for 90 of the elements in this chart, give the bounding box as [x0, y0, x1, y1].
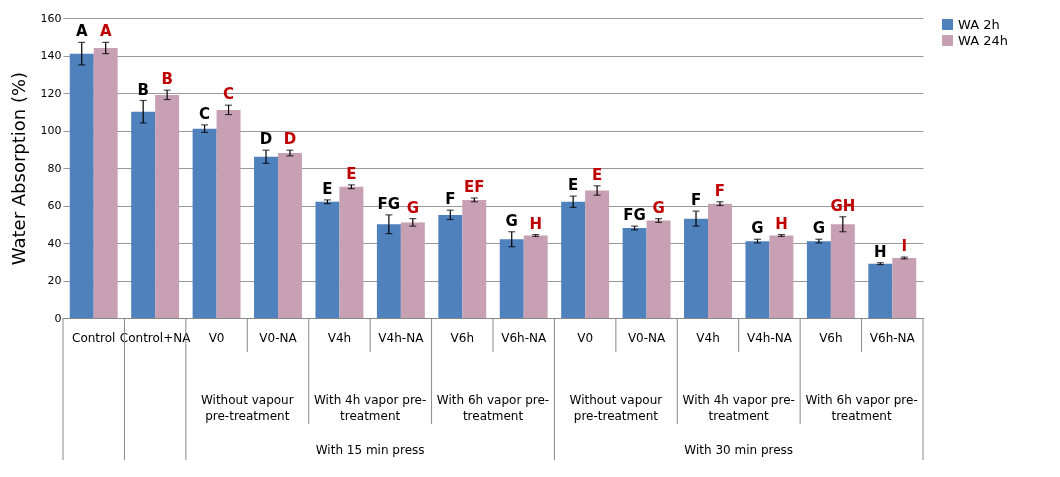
bar [708, 203, 732, 318]
bar [155, 94, 180, 318]
y-tick-label: 80 [47, 161, 62, 175]
legend-label: WA 24h [958, 32, 1008, 48]
x-tick-label: Control+NA [119, 330, 192, 345]
bar [769, 235, 794, 318]
data-label: A [99, 22, 112, 41]
data-label: A [75, 22, 88, 41]
data-label: F [690, 191, 702, 210]
text: Without vapour pre-treatment [200, 393, 294, 423]
bar [585, 190, 610, 318]
data-label: G [812, 219, 826, 238]
data-label: I [901, 237, 908, 256]
data-label: F [445, 190, 456, 209]
bar [868, 263, 893, 318]
data-label: C [199, 104, 211, 123]
data-label: G [751, 219, 764, 238]
y-tick-label: 40 [47, 236, 62, 250]
text: Without vapour pre-treatment [569, 393, 663, 423]
x-tick-label: V0-NA [627, 330, 667, 345]
x-tick-label: V4h-NA [378, 330, 425, 345]
text: With 30 min press [684, 443, 794, 457]
bar [830, 224, 855, 318]
bar [499, 239, 524, 318]
bar [622, 228, 647, 318]
bar [892, 258, 917, 318]
y-tick-label: 20 [47, 274, 62, 287]
data-label: F [714, 181, 726, 200]
data-label: G [505, 211, 518, 230]
data-label: E [592, 165, 603, 184]
y-tick-label: 60 [47, 199, 62, 212]
legend-label: WA 2h [958, 16, 1000, 32]
bar [400, 222, 425, 318]
bar [93, 48, 118, 318]
data-label: D [283, 130, 297, 149]
text: With 6h vapor pre-treatment [436, 393, 550, 423]
bar [339, 186, 364, 318]
data-label: E [346, 164, 357, 183]
data-label: G [406, 198, 419, 217]
data-label: D [259, 130, 273, 149]
bar [254, 156, 278, 318]
bar [278, 153, 302, 318]
bar [315, 201, 340, 318]
data-label: FG [623, 206, 646, 225]
x-tick-label: V4h [327, 330, 352, 345]
y-tick-label: 100 [40, 124, 62, 137]
x-tick-label: V4h [696, 330, 720, 345]
x-tick-label: V0-NA [259, 330, 298, 345]
data-label: C [223, 85, 235, 104]
y-axis-title: Water Absorption (%) [7, 71, 29, 266]
data-label: B [161, 70, 173, 89]
bar [561, 201, 586, 318]
text: With 6h vapor pre-treatment [805, 393, 918, 423]
bar [646, 220, 671, 318]
y-tick-label: 160 [40, 11, 62, 25]
x-tick-label: Control [72, 330, 116, 345]
bar [684, 218, 708, 318]
x-tick-label: V6h-NA [869, 330, 916, 345]
bar [376, 224, 401, 318]
data-label: E [568, 176, 579, 195]
data-label: H [529, 214, 542, 233]
x-tick-label: V0 [577, 330, 594, 345]
data-label: G [652, 198, 665, 217]
x-tick-label: V6h [819, 330, 843, 345]
y-tick-label: 0 [54, 311, 62, 325]
text: With 4h vapor pre-treatment [682, 393, 795, 423]
bar [438, 214, 463, 318]
data-label: B [137, 80, 149, 99]
bar [192, 128, 217, 318]
x-tick-label: V0 [208, 330, 225, 345]
data-label: E [322, 179, 333, 198]
x-tick-label: V6h-NA [501, 330, 547, 345]
text: With 15 min press [315, 443, 425, 457]
data-label: FG [377, 194, 401, 213]
bar [131, 111, 156, 318]
data-label: H [775, 214, 788, 233]
y-tick-label: 120 [40, 86, 62, 100]
x-tick-label: V6h [450, 330, 475, 345]
y-tick-label: 140 [40, 49, 62, 62]
x-tick-label: V4h-NA [746, 330, 793, 345]
data-label: EF [464, 178, 485, 196]
data-label: H [874, 242, 887, 261]
bar [745, 241, 770, 318]
bar [523, 235, 548, 318]
bar [806, 241, 831, 318]
text: With 4h vapor pre-treatment [314, 393, 427, 423]
bar [69, 53, 94, 318]
data-label: GH [830, 196, 856, 215]
bar [462, 199, 487, 318]
bar [216, 109, 241, 318]
